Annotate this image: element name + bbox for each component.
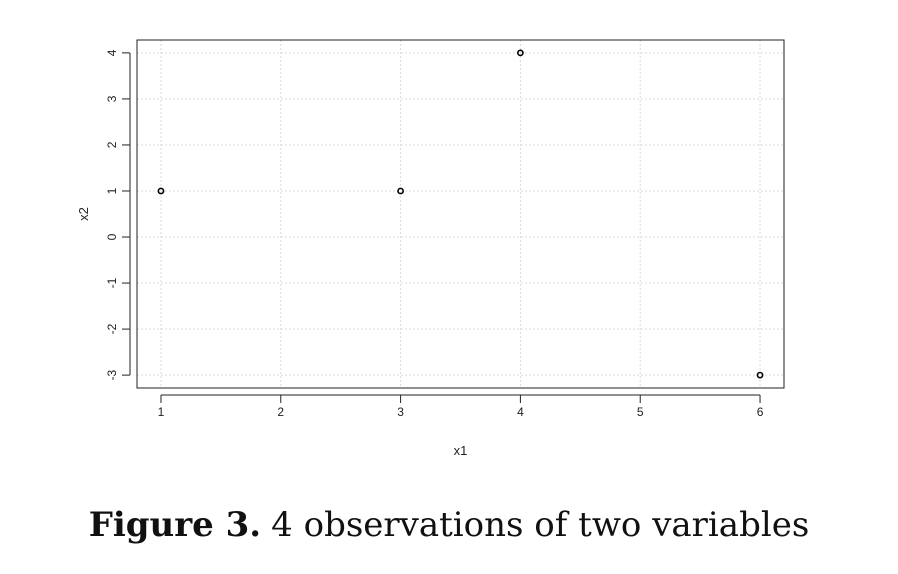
y-axis-title: x2 — [76, 207, 91, 221]
x-tick-label: 6 — [757, 405, 764, 419]
x-tick-label: 2 — [277, 405, 284, 419]
y-tick-label: 2 — [105, 141, 119, 148]
x-axis: 1 2 3 4 5 6 — [158, 394, 764, 419]
x-axis-title: x1 — [454, 443, 468, 458]
data-point — [397, 187, 404, 195]
x-tick-label: 3 — [397, 405, 404, 419]
y-tick-label: 4 — [105, 49, 119, 56]
caption-text: 4 observations of two variables — [271, 505, 810, 545]
data-points — [157, 49, 764, 379]
caption-label: Figure 3. — [88, 505, 262, 545]
scatter-plot: 1 2 3 4 5 6 -3 -2 -1 0 1 2 3 4 x1 x2 — [76, 39, 785, 458]
figure-caption: Figure 3. 4 observations of two variables — [0, 505, 898, 545]
y-axis: -3 -2 -1 0 1 2 3 4 — [105, 49, 131, 380]
data-point — [517, 49, 524, 57]
plot-frame — [136, 39, 785, 389]
y-tick-label: 1 — [105, 187, 119, 194]
data-point — [756, 371, 764, 379]
x-tick-label: 4 — [517, 405, 524, 419]
y-tick-label: 3 — [105, 95, 119, 102]
y-tick-label: -3 — [105, 369, 119, 380]
x-tick-label: 5 — [637, 405, 644, 419]
data-point — [157, 187, 165, 195]
x-tick-label: 1 — [158, 405, 165, 419]
y-tick-label: 0 — [105, 233, 119, 240]
grid — [137, 40, 784, 388]
y-tick-label: -2 — [105, 323, 119, 334]
y-tick-label: -1 — [105, 277, 119, 288]
